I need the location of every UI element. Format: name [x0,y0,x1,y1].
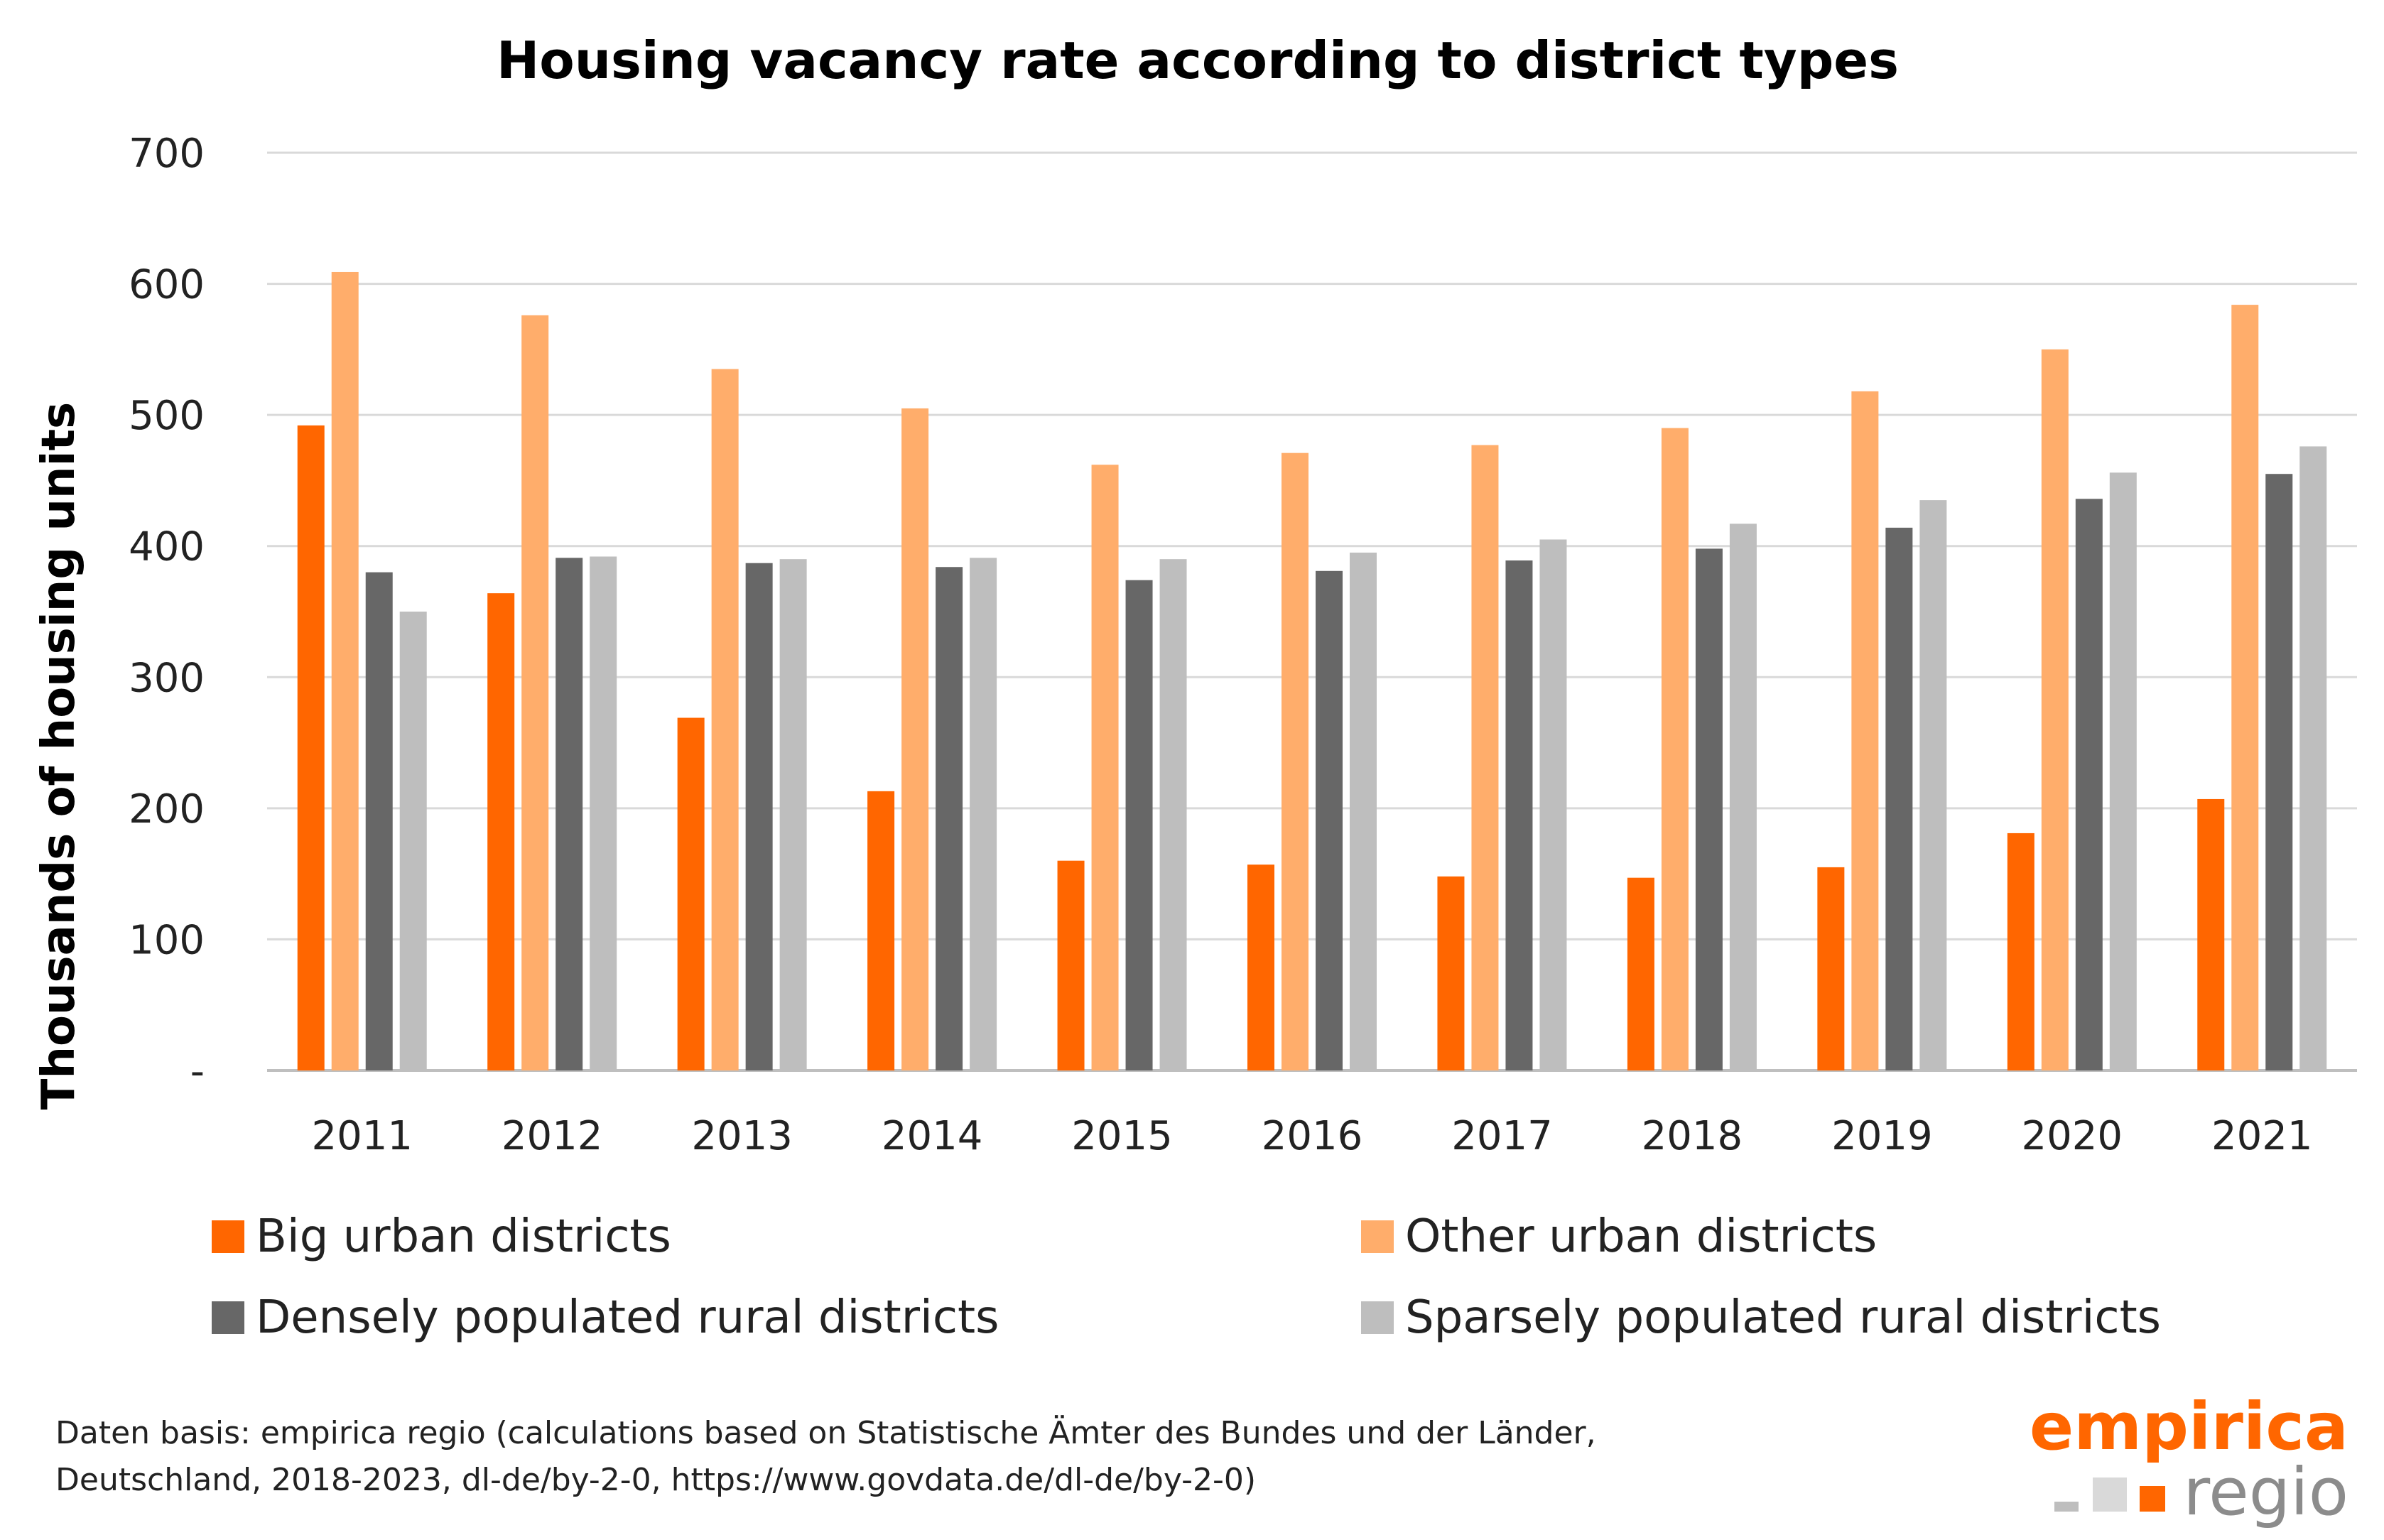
y-tick-label: 700 [129,131,205,177]
bar [1539,539,1567,1070]
bar [1695,548,1723,1070]
source-line-1: Daten basis: empirica regio (calculation… [55,1414,1596,1451]
bar [745,563,773,1070]
bars [297,271,2327,1071]
bar [1661,428,1689,1070]
bar [1885,527,1913,1070]
bar [2231,305,2259,1071]
bar [1159,559,1187,1070]
bar [1247,864,1274,1070]
legend-label: Densely populated rural districts [256,1291,999,1344]
bar [1505,560,1533,1070]
bar [1057,860,1085,1070]
bar [1817,867,1845,1070]
logo-square-3 [2140,1486,2165,1512]
bar [2197,798,2225,1070]
y-tick-label: 200 [129,786,205,833]
bar [1316,570,1343,1070]
bar [556,558,583,1070]
legend-label: Other urban districts [1405,1210,1877,1263]
bar [1729,524,1757,1070]
logo-square-1 [2054,1502,2079,1512]
x-axis-ticks: 2011 2012 2013 2014 2015 2016 2017 2018 2019 2020… [311,1113,2312,1159]
x-tick-label: 2011 [311,1113,413,1159]
bar [1350,552,1377,1070]
legend-label: Sparsely populated rural districts [1405,1291,2161,1344]
y-tick-label: 100 [129,917,205,963]
bar [399,612,427,1070]
chart-title: Housing vacancy rate according to distri… [497,31,1899,90]
bar [2041,349,2069,1070]
legend-swatch [212,1301,244,1334]
bar [2265,474,2293,1070]
bar [590,556,617,1070]
x-tick-label: 2018 [1642,1113,1743,1159]
y-tick-label: 600 [129,262,205,308]
bar [1851,391,1879,1070]
bar [936,567,963,1070]
bar [677,717,705,1070]
logo-wordmark-bottom: regio [2183,1454,2348,1530]
y-tick-label: - [190,1048,205,1095]
x-tick-label: 2019 [1831,1113,1933,1159]
bar [487,593,515,1070]
bar [365,572,393,1070]
bar [331,271,359,1071]
x-tick-label: 2014 [882,1113,983,1159]
bar [2075,499,2103,1070]
x-tick-label: 2012 [502,1113,603,1159]
logo-wordmark-top: empirica [2030,1389,2348,1465]
bar [1471,445,1499,1070]
bar [1282,452,1309,1070]
y-axis-ticks: - 100 200 300 400 500 600 700 [129,131,205,1095]
bar [901,408,929,1070]
y-axis-label: Thousands of housing units [33,402,85,1110]
legend: Big urban districts Other urban districts… [212,1210,2161,1344]
bar [521,315,549,1071]
legend-label: Big urban districts [256,1210,671,1263]
x-tick-label: 2016 [1262,1113,1363,1159]
source-line-2: Deutschland, 2018-2023, dl-de/by-2-0, ht… [55,1462,1256,1498]
x-tick-label: 2020 [2022,1113,2123,1159]
source-note: Daten basis: empirica regio (calculation… [55,1414,1596,1498]
bar [1091,465,1119,1070]
bar [2007,833,2034,1070]
bar [711,369,739,1070]
y-tick-label: 400 [129,524,205,570]
bar [970,558,997,1070]
bar [1437,876,1465,1070]
empirica-regio-logo: empirica regio [2030,1389,2348,1530]
logo-square-2 [2093,1477,2127,1512]
bar [867,791,895,1070]
legend-swatch [212,1220,244,1253]
x-tick-label: 2021 [2211,1113,2313,1159]
y-tick-label: 300 [129,655,205,701]
legend-swatch [1361,1220,1394,1253]
bar [2299,446,2327,1070]
bar [1125,580,1153,1070]
x-tick-label: 2013 [691,1113,793,1159]
x-tick-label: 2017 [1451,1113,1553,1159]
y-tick-label: 500 [129,393,205,439]
bar [1919,500,1947,1070]
legend-swatch [1361,1301,1394,1334]
bar [2109,472,2137,1070]
bar [1627,877,1654,1070]
bar [779,559,807,1070]
x-tick-label: 2015 [1071,1113,1173,1159]
bar [297,425,325,1070]
